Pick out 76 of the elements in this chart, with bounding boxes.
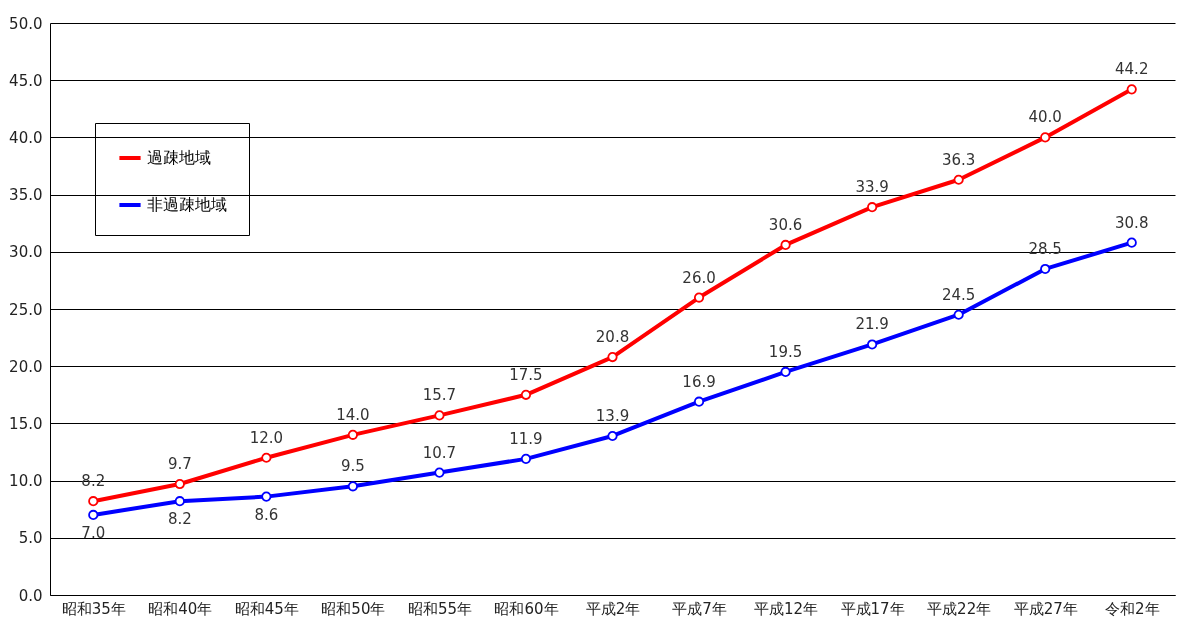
point bbox=[780, 366, 791, 377]
y-tick-label: 15.0 bbox=[9, 414, 43, 433]
y-tick-label: 45.0 bbox=[9, 71, 43, 90]
point bbox=[867, 202, 878, 213]
point bbox=[607, 430, 618, 442]
x-tick-label: 平成27年 bbox=[1013, 599, 1078, 618]
x-tick-label: 昭和40年 bbox=[148, 599, 213, 618]
data-label: 30.6 bbox=[768, 215, 803, 234]
data-label: 8.2 bbox=[167, 510, 192, 529]
y-tick-label: 35.0 bbox=[9, 186, 43, 205]
x-tick-label: 平成22年 bbox=[927, 599, 992, 618]
point bbox=[434, 467, 445, 478]
data-label: 30.8 bbox=[1115, 213, 1149, 232]
point bbox=[347, 429, 358, 440]
data-label: 26.0 bbox=[682, 268, 716, 287]
point bbox=[1126, 84, 1137, 95]
y-tick-label: 30.0 bbox=[9, 243, 43, 262]
x-tick-label: 昭和35年 bbox=[61, 599, 126, 618]
y-tick-label: 25.0 bbox=[9, 300, 43, 319]
point bbox=[1126, 237, 1137, 248]
data-label: 8.6 bbox=[254, 505, 279, 524]
data-label: 36.3 bbox=[941, 150, 976, 169]
legend-label: 非過疎地域 bbox=[147, 195, 227, 214]
y-tick-label: 50.0 bbox=[9, 14, 43, 33]
x-tick-label: 昭和50年 bbox=[321, 599, 386, 618]
data-label: 12.0 bbox=[249, 428, 284, 447]
y-tick-label: 5.0 bbox=[18, 529, 43, 548]
x-tick-label: 昭和60年 bbox=[494, 599, 559, 618]
point bbox=[347, 481, 358, 492]
data-label: 24.5 bbox=[941, 285, 976, 304]
point bbox=[953, 174, 964, 185]
data-label: 13.9 bbox=[595, 406, 630, 425]
x-tick-label: 令和2年 bbox=[1104, 599, 1160, 618]
point bbox=[607, 351, 618, 363]
y-tick-label: 20.0 bbox=[9, 357, 43, 376]
point bbox=[1040, 263, 1051, 275]
point bbox=[1040, 132, 1051, 143]
data-label: 14.0 bbox=[336, 405, 370, 424]
point bbox=[88, 496, 99, 507]
point bbox=[953, 309, 964, 320]
data-label: 44.2 bbox=[1115, 60, 1149, 79]
x-tick-label: 昭和55年 bbox=[407, 599, 472, 618]
point bbox=[261, 491, 272, 502]
x-tick-label: 平成12年 bbox=[754, 599, 819, 618]
data-label: 7.0 bbox=[81, 523, 106, 542]
y-tick-label: 40.0 bbox=[9, 128, 43, 147]
data-label: 11.9 bbox=[509, 429, 543, 448]
point bbox=[261, 452, 272, 463]
data-label: 33.9 bbox=[855, 178, 889, 197]
data-label: 9.7 bbox=[167, 455, 192, 474]
x-tick-label: 平成17年 bbox=[840, 599, 905, 618]
point bbox=[174, 496, 185, 507]
point bbox=[174, 478, 185, 490]
data-label: 21.9 bbox=[855, 315, 889, 334]
data-label: 10.7 bbox=[422, 443, 457, 462]
legend-label: 過疎地域 bbox=[147, 148, 211, 167]
data-label: 19.5 bbox=[768, 342, 803, 361]
data-label: 16.9 bbox=[682, 372, 716, 391]
x-tick-label: 昭和45年 bbox=[234, 599, 299, 618]
data-label: 9.5 bbox=[340, 457, 365, 476]
y-tick-label: 0.0 bbox=[18, 586, 43, 605]
point bbox=[867, 339, 878, 350]
point bbox=[693, 396, 705, 407]
x-tick-label: 平成2年 bbox=[585, 599, 641, 618]
point bbox=[434, 410, 445, 421]
y-tick-label: 10.0 bbox=[9, 472, 43, 491]
data-label: 17.5 bbox=[509, 365, 543, 384]
point bbox=[693, 292, 705, 303]
point bbox=[88, 509, 99, 520]
point bbox=[520, 389, 532, 400]
x-tick-label: 平成7年 bbox=[672, 599, 727, 618]
point bbox=[780, 239, 791, 251]
data-label: 15.7 bbox=[422, 386, 457, 405]
data-label: 20.8 bbox=[595, 328, 630, 347]
point bbox=[520, 453, 532, 464]
data-label: 40.0 bbox=[1028, 108, 1062, 127]
